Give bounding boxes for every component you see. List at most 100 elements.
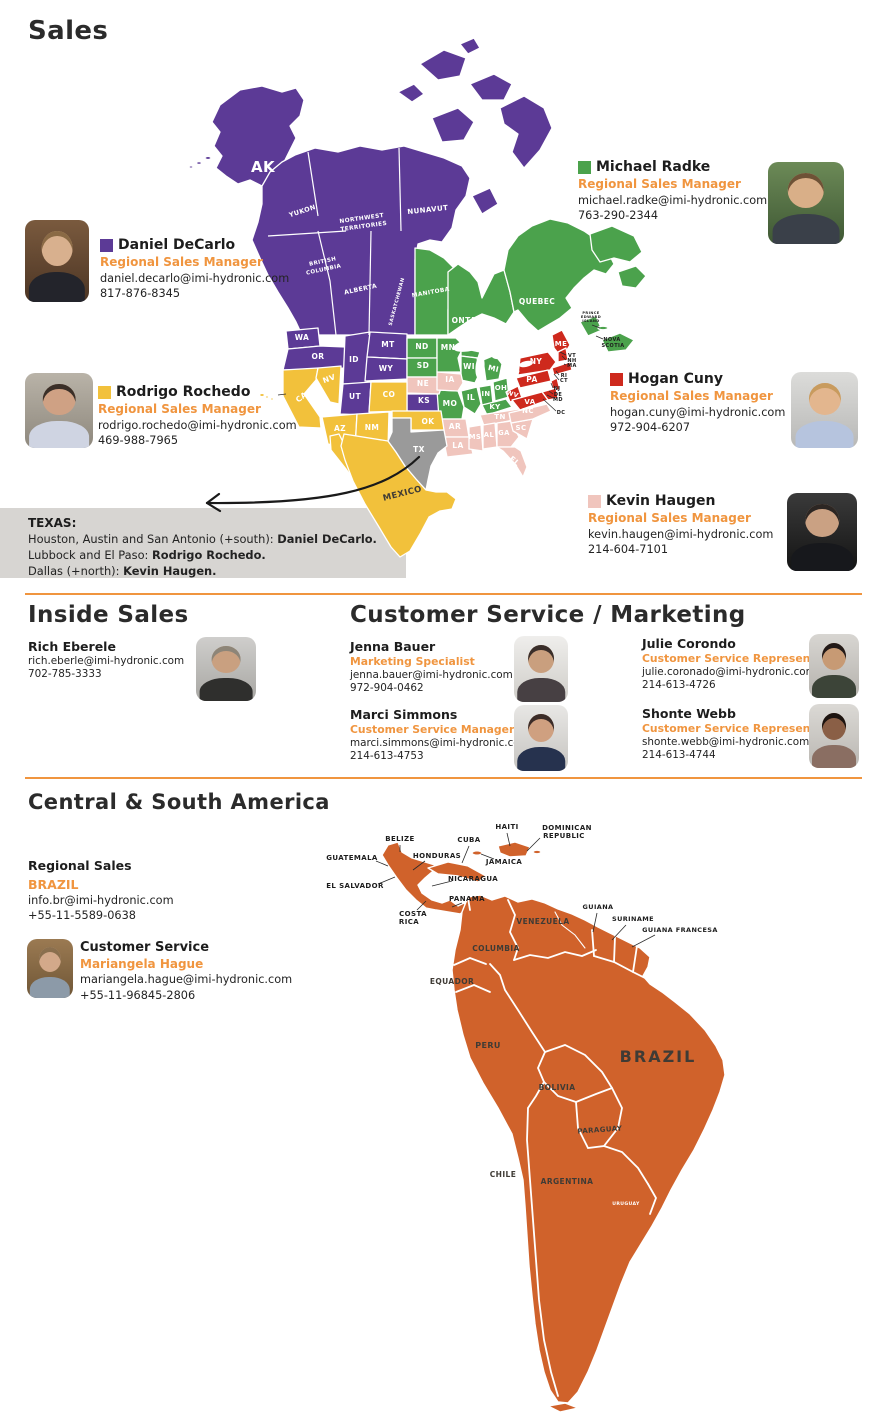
map-label-ok: OK <box>422 417 436 426</box>
map-label-nova: NOVA <box>603 337 620 343</box>
map-label-ga: GA <box>498 429 510 437</box>
map-label-wy: WY <box>379 364 394 373</box>
map-label-mt: MT <box>381 340 395 349</box>
photo-jenna-bauer <box>514 636 568 702</box>
map-label-md: MD <box>553 397 563 403</box>
map-label-el-salvador: EL SALVADOR <box>326 882 384 890</box>
contact-name: Mariangela Hague <box>80 957 204 972</box>
map-label-quebec: QUEBEC <box>519 297 555 306</box>
map-label-honduras: HONDURAS <box>413 852 461 860</box>
texas-note-line: Dallas (+north): Kevin Haugen. <box>28 564 217 578</box>
contact-name: Rodrigo Rochedo <box>98 384 297 400</box>
map-label-prince: PRINCE <box>582 311 599 315</box>
brazil-phone: +55-11-5589-0638 <box>28 909 136 923</box>
map-label-or: OR <box>312 352 325 361</box>
map-label-island: ISLAND <box>582 319 599 323</box>
contact-title: Regional Sales Manager <box>588 511 751 526</box>
brazil-contact-block: BRAZIL info.br@imi-hydronic.com +55-11-5… <box>28 878 174 923</box>
contact-phone: 214-613-4744 <box>642 749 716 762</box>
central-south-america-heading: Central & South America <box>28 790 330 814</box>
texas-note-line: Houston, Austin and San Antonio (+south)… <box>28 532 377 546</box>
map-label-guiana-francesa: GUIANA FRANCESA <box>642 926 718 934</box>
section-divider <box>25 777 862 779</box>
contact-title: Customer Service Manager <box>350 722 515 736</box>
contact-phone: 214-613-4726 <box>642 679 716 692</box>
map-label-british: BRITISH <box>309 256 337 268</box>
map-label-nm: NM <box>365 423 380 432</box>
contact-name: Kevin Haugen <box>588 493 773 509</box>
contact-email: rich.eberle@imi-hydronic.com <box>28 654 185 667</box>
photo-rich-eberele <box>196 637 256 701</box>
map-label-ak: AK <box>251 158 276 176</box>
contact-title: Regional Sales Manager <box>610 389 773 404</box>
contact-card-marci-simmons: Marci Simmons Customer Service Manager m… <box>350 708 530 763</box>
map-label-saskatchewan: SASKATCHEWAN <box>388 277 407 326</box>
map-label-venezuela: VENEZUELA <box>516 917 569 926</box>
territory-texas <box>387 417 448 491</box>
contact-phone: 972-904-0462 <box>350 682 424 695</box>
contact-phone: 214-613-4753 <box>350 750 424 763</box>
territory-daniel-decarlo <box>188 37 553 416</box>
brazil-label: BRAZIL <box>28 877 79 892</box>
map-label-id: ID <box>349 355 359 364</box>
territory-hogan-cuny <box>505 329 573 411</box>
map-label-ia: IA <box>445 375 454 384</box>
map-label-mo: MO <box>443 399 458 408</box>
map-label-nv: NV <box>322 372 337 385</box>
map-label-chile: CHILE <box>490 1170 516 1179</box>
contact-email: rodrigo.rochedo@imi-hydronic.com <box>98 418 297 432</box>
section-divider <box>25 593 862 595</box>
photo-rodrigo-rochedo <box>25 373 93 448</box>
map-label-bolivia: BOLIVIA <box>539 1083 576 1092</box>
map-label-northwest: NORTHWEST <box>339 213 384 225</box>
map-label-argentina: ARGENTINA <box>541 1177 594 1186</box>
map-label-uruguay: URUGUAY <box>612 1201 640 1207</box>
photo-marci-simmons <box>514 705 568 771</box>
map-label-yukon: YUKON <box>287 203 317 219</box>
map-label-alberta: ALBERTA <box>344 283 378 297</box>
texas-note: TEXAS: Houston, Austin and San Antonio (… <box>0 508 406 578</box>
map-label-panama: PANAMA <box>449 895 485 903</box>
contact-phone: 702-785-3333 <box>28 668 102 681</box>
photo-julie-corondo <box>809 634 859 698</box>
map-label-me: ME <box>555 340 568 348</box>
regional-sales-label: Regional Sales <box>28 858 132 873</box>
map-label-ma: MA <box>567 363 577 369</box>
map-label-brazil: BRAZIL <box>620 1047 697 1066</box>
contact-title: Customer Service Representative <box>642 721 847 735</box>
contact-name: Marci Simmons <box>350 707 458 722</box>
region-swatch-green <box>578 161 591 175</box>
map-label-dominican: DOMINICAN <box>542 824 592 832</box>
contact-name: Hogan Cuny <box>610 371 785 387</box>
map-label-ar: AR <box>449 422 461 431</box>
label-leader-lines <box>277 324 604 412</box>
region-swatch-yellow <box>98 386 111 400</box>
map-label-paraguay: PARAGUAY <box>577 1124 623 1135</box>
texas-arrow <box>205 455 421 513</box>
map-label-nd: ND <box>415 342 428 351</box>
map-label-wv: WV <box>505 390 519 400</box>
region-swatch-pink <box>588 495 601 509</box>
territory-kevin-haugen <box>406 371 552 478</box>
map-label-vt: VT <box>568 353 576 359</box>
map-label-nj: NJ <box>554 386 561 392</box>
contact-phone: 214-604-7101 <box>588 543 669 556</box>
map-label-nicaragua: NICARAGUA <box>448 875 498 883</box>
photo-hogan-cuny <box>791 372 858 448</box>
map-label-ny: NY <box>530 357 543 366</box>
map-label-guiana: GUIANA <box>583 903 614 911</box>
texas-note-title: TEXAS: <box>28 516 77 530</box>
contact-phone: +55-11-96845-2806 <box>80 988 196 1002</box>
map-label-il: IL <box>467 393 475 402</box>
map-label-pa: PA <box>526 375 537 384</box>
contact-name: Rich Eberele <box>28 639 116 654</box>
map-label-ut: UT <box>349 392 361 401</box>
map-label-ms: MS <box>469 433 481 441</box>
map-label-equador: EQUADOR <box>430 977 474 986</box>
map-label-al: AL <box>484 431 495 439</box>
contact-card-rodrigo-rochedo: Rodrigo Rochedo Regional Sales Manager r… <box>98 384 297 447</box>
photo-kevin-haugen <box>787 493 857 571</box>
map-label-columbia: COLUMBIA <box>472 944 519 953</box>
